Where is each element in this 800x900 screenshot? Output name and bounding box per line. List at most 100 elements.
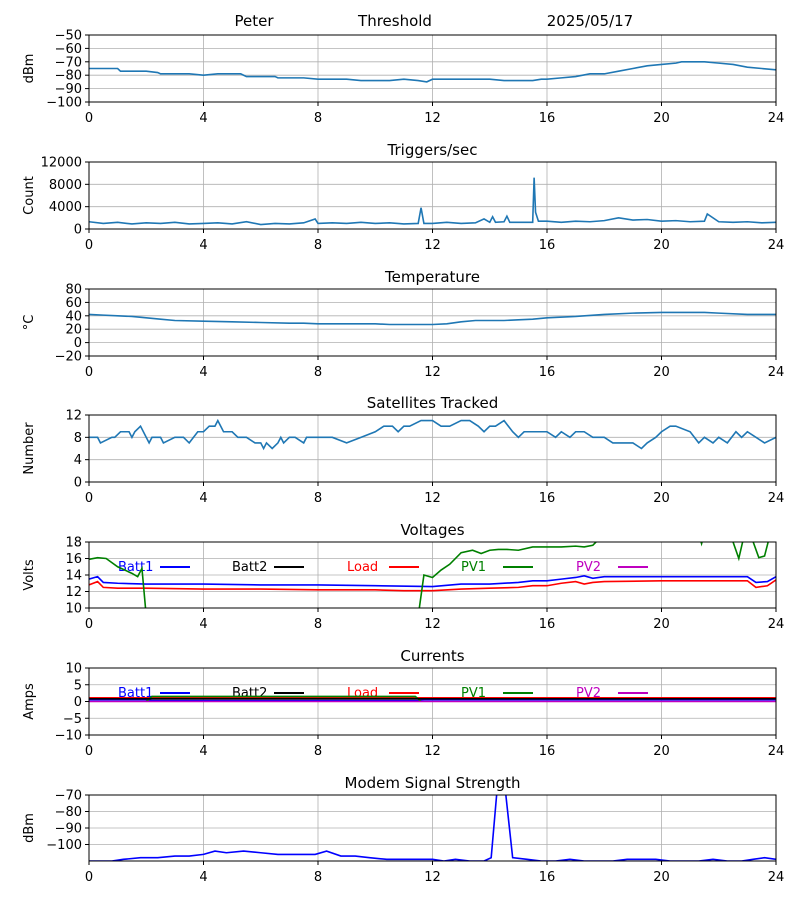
y-tick-label: −80 <box>55 805 82 820</box>
y-tick-label: 8000 <box>49 178 82 193</box>
y-tick-label: 8 <box>74 431 82 446</box>
y-tick-label: −90 <box>55 82 82 97</box>
y-axis-label: °C <box>22 315 37 331</box>
x-tick-label: 16 <box>539 365 556 380</box>
x-tick-label: 20 <box>653 870 670 885</box>
legend-label-pv2: PV2 <box>576 560 601 575</box>
x-tick-label: 16 <box>539 238 556 253</box>
x-tick-label: 24 <box>768 870 785 885</box>
y-tick-label: 5 <box>74 678 82 693</box>
subplot-title: Currents <box>400 647 464 665</box>
x-tick-label: 12 <box>424 617 441 632</box>
x-tick-label: 20 <box>653 491 670 506</box>
x-tick-label: 20 <box>653 111 670 126</box>
subplot-title: Temperature <box>384 268 480 286</box>
legend-label-load: Load <box>347 560 378 575</box>
subplot-7: 0 4 8 12 16 20 24 −100−90 −80−70 Modem Signal Str… <box>22 774 784 885</box>
x-tick-label: 24 <box>768 111 785 126</box>
x-tick-label: 0 <box>85 744 93 759</box>
y-tick-label: 80 <box>65 283 82 298</box>
x-tick-label: 8 <box>314 491 322 506</box>
x-tick-label: 8 <box>314 744 322 759</box>
x-tick-label: 0 <box>85 491 93 506</box>
subplot-title: Triggers/sec <box>387 141 478 159</box>
y-axis-label: Count <box>22 176 37 215</box>
y-tick-label: 18 <box>65 536 82 551</box>
subplot-4: 0 4 8 12 16 20 24 0 4 8 12 Satellites Tracked Number <box>22 394 784 506</box>
x-tick-label: 12 <box>424 365 441 380</box>
x-tick-label: 0 <box>85 365 93 380</box>
legend-label-batt1: Batt1 <box>118 560 153 575</box>
y-tick-label: 0 <box>74 336 82 351</box>
x-tick-label: 0 <box>85 111 93 126</box>
y-axis-label: Amps <box>22 683 37 720</box>
y-tick-label: 40 <box>65 309 82 324</box>
x-tick-label: 4 <box>199 491 207 506</box>
y-tick-label: 12000 <box>41 156 82 171</box>
y-axis-label: Number <box>22 422 37 475</box>
x-tick-label: 4 <box>199 238 207 253</box>
x-tick-label: 16 <box>539 491 556 506</box>
x-tick-label: 24 <box>768 744 785 759</box>
y-tick-label: −100 <box>46 96 82 111</box>
x-tick-label: 4 <box>199 111 207 126</box>
x-tick-label: 12 <box>424 744 441 759</box>
x-tick-label: 4 <box>199 870 207 885</box>
x-tick-label: 12 <box>424 491 441 506</box>
series-line-batt1-1 <box>89 699 776 702</box>
y-axis-label: Volts <box>22 559 37 591</box>
x-tick-label: 4 <box>199 744 207 759</box>
series-line-load-1 <box>89 579 776 592</box>
y-tick-label: 4 <box>74 453 82 468</box>
x-tick-label: 0 <box>85 870 93 885</box>
x-tick-label: 20 <box>653 744 670 759</box>
header-label: Threshold <box>357 12 432 30</box>
y-tick-label: −100 <box>46 838 82 853</box>
x-tick-label: 16 <box>539 744 556 759</box>
x-tick-label: 12 <box>424 870 441 885</box>
x-tick-label: 8 <box>314 365 322 380</box>
x-tick-label: 0 <box>85 238 93 253</box>
x-tick-label: 12 <box>424 111 441 126</box>
x-tick-label: 8 <box>314 617 322 632</box>
series-line-pv1-3 <box>700 542 703 547</box>
legend-label-pv1: PV1 <box>461 560 486 575</box>
header-name: Peter <box>234 12 274 30</box>
x-tick-label: 4 <box>199 365 207 380</box>
y-tick-label: 0 <box>74 476 82 491</box>
series-line-4-0 <box>89 418 776 451</box>
y-tick-label: 12 <box>65 409 82 424</box>
y-tick-label: −80 <box>55 69 82 84</box>
y-axis-label: dBm <box>22 54 37 84</box>
series-line-3-0 <box>89 311 776 326</box>
series-line-2-0 <box>89 177 776 226</box>
series-line-7-0 <box>89 795 776 861</box>
y-axis-label: dBm <box>22 813 37 843</box>
x-tick-label: 24 <box>768 238 785 253</box>
y-tick-label: −90 <box>55 822 82 837</box>
y-tick-label: 0 <box>74 223 82 238</box>
series-line-pv1-2 <box>89 542 598 608</box>
series-line-batt1-0 <box>89 575 776 588</box>
x-tick-label: 16 <box>539 870 556 885</box>
header-date: 2025/05/17 <box>547 12 633 30</box>
y-tick-label: 0 <box>74 695 82 710</box>
x-tick-label: 20 <box>653 365 670 380</box>
x-tick-label: 20 <box>653 617 670 632</box>
y-tick-label: −5 <box>63 712 82 727</box>
y-tick-label: −20 <box>55 350 82 365</box>
y-tick-label: 10 <box>65 602 82 617</box>
x-tick-label: 24 <box>768 617 785 632</box>
y-tick-label: −10 <box>55 729 82 744</box>
legend-label-batt2: Batt2 <box>232 560 267 575</box>
y-tick-label: 16 <box>65 552 82 567</box>
x-tick-label: 20 <box>653 238 670 253</box>
y-tick-label: −70 <box>55 55 82 70</box>
subplot-title: Modem Signal Strength <box>345 774 521 792</box>
subplot-1: 0 4 8 12 16 20 24 −100−90−80−70−60−50 dBm <box>22 29 784 127</box>
